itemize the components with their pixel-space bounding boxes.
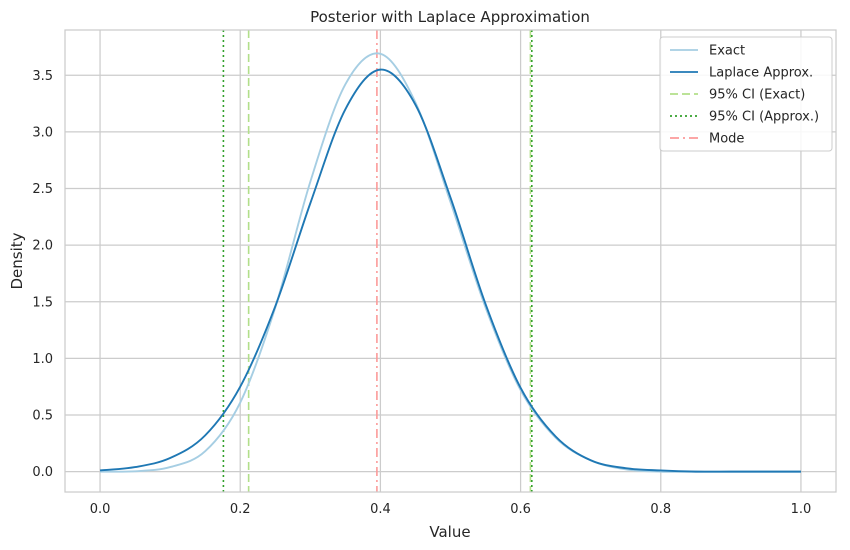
legend-label: Exact <box>709 44 745 59</box>
y-tick-label: 3.5 <box>32 69 53 84</box>
y-tick-label: 0.0 <box>32 465 53 480</box>
legend-label: 95% CI (Approx.) <box>709 110 819 125</box>
x-tick-label: 0.6 <box>510 502 531 517</box>
y-tick-label: 2.0 <box>32 239 53 254</box>
x-tick-label: 0.8 <box>650 502 671 517</box>
y-tick-label: 1.5 <box>32 295 53 310</box>
x-axis-label: Value <box>429 523 470 541</box>
legend-label: 95% CI (Exact) <box>709 88 805 103</box>
plot-data <box>99 30 801 492</box>
x-tick-label: 0.0 <box>90 502 111 517</box>
legend-label: Mode <box>709 132 744 147</box>
y-tick-label: 1.0 <box>32 352 53 367</box>
x-tick-label: 0.2 <box>230 502 251 517</box>
tick-labels: 0.0 0.2 0.4 0.6 0.8 1.0 0.0 0.5 1.0 1.5 2.0 2.5 3.0 3… <box>32 69 811 517</box>
grid <box>65 30 836 492</box>
y-axis-label: Density <box>8 232 26 289</box>
series-1-line <box>99 68 801 473</box>
legend: Exact Laplace Approx. 95% CI (Exact) 95% CI… <box>659 36 833 152</box>
y-tick-label: 0.5 <box>32 409 53 424</box>
chart-title: Posterior with Laplace Approximation <box>310 8 590 26</box>
y-tick-label: 2.5 <box>32 182 53 197</box>
plot-frame <box>64 29 837 493</box>
y-tick-label: 3.0 <box>32 125 53 140</box>
legend-box <box>659 36 833 152</box>
x-tick-label: 1.0 <box>791 502 812 517</box>
x-tick-label: 0.4 <box>370 502 391 517</box>
legend-label: Laplace Approx. <box>709 66 813 81</box>
